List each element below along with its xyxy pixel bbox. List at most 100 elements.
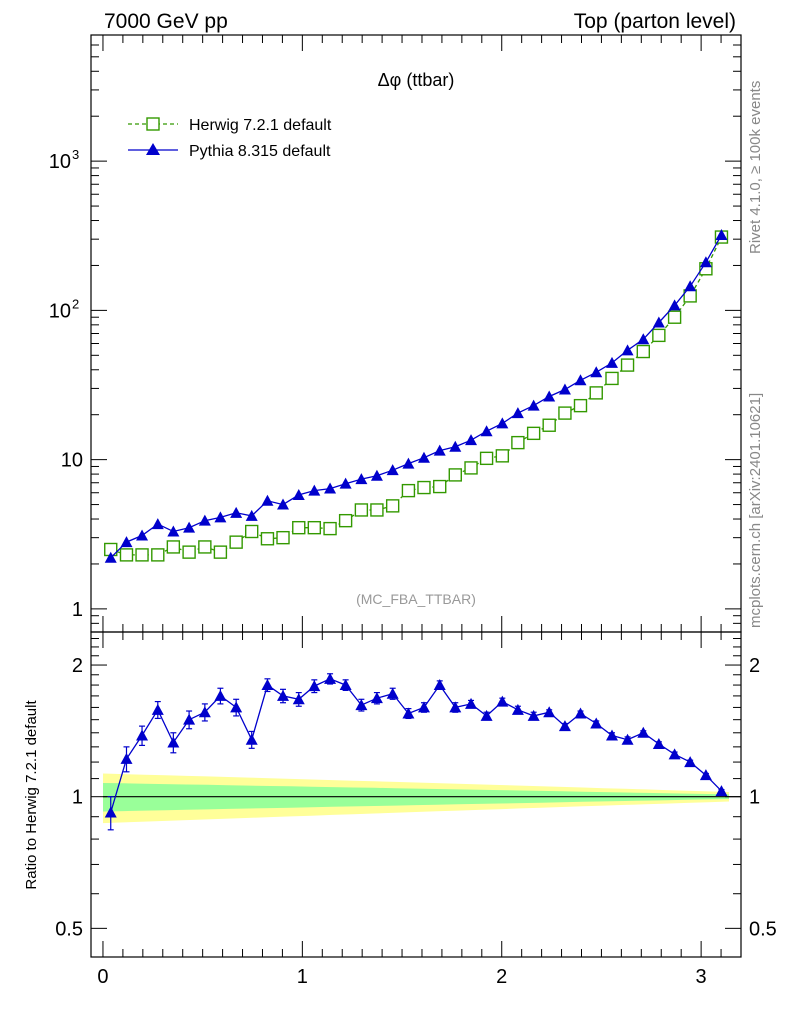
herwig-point (401, 483, 416, 498)
pythia-point (574, 374, 587, 386)
ratio-ylabel: Ratio to Herwig 7.2.1 default (23, 700, 40, 890)
herwig-point (589, 386, 603, 400)
ratio-ytick-label-left: 0.5 (55, 918, 83, 940)
herwig-point (119, 548, 134, 562)
herwig-point (495, 449, 510, 463)
ratio-point (355, 699, 368, 711)
ratio-point (574, 707, 587, 719)
herwig-point (260, 532, 275, 546)
pythia-point (120, 536, 133, 548)
pythia-point (261, 494, 274, 506)
herwig-point (652, 328, 666, 343)
pythia-point (230, 506, 243, 518)
herwig-line (110, 236, 723, 556)
ratio-point (402, 707, 415, 719)
herwig-point (448, 468, 462, 482)
ratio-point (668, 748, 681, 760)
pythia-point (684, 280, 697, 292)
pythia-point (277, 498, 290, 510)
pythia-point (543, 390, 556, 402)
ratio-ytick-label-left: 2 (72, 655, 83, 677)
ratio-point (183, 713, 196, 725)
ratio-point (543, 706, 556, 718)
herwig-point (151, 548, 165, 562)
ratio-point (652, 737, 665, 749)
herwig-point (511, 435, 525, 450)
herwig-point (323, 521, 337, 536)
herwig-point (338, 513, 353, 528)
herwig-point (229, 535, 243, 549)
pythia-point (605, 356, 618, 368)
herwig-point (182, 545, 196, 559)
herwig-point (542, 418, 556, 432)
header-right: Top (parton level) (574, 10, 736, 33)
pythia-point (151, 518, 164, 530)
pythia-point (386, 464, 399, 476)
herwig-point (573, 398, 588, 413)
herwig-point (526, 426, 541, 441)
ratio-point (151, 703, 164, 715)
ratio-point (449, 701, 462, 713)
ratio-point (605, 729, 618, 741)
ratio-ytick-label-left: 1 (72, 787, 83, 809)
herwig-point (464, 461, 478, 475)
ratio-point (590, 717, 603, 729)
pythia-point (183, 521, 196, 533)
ratio-point (277, 689, 290, 701)
herwig-point (620, 358, 635, 372)
pythia-point (637, 333, 650, 345)
herwig-point (605, 371, 619, 386)
main-ytick-sup: 3 (72, 147, 79, 162)
ratio-point (136, 729, 149, 741)
ratio-point (386, 687, 399, 699)
ratio-point (637, 726, 650, 738)
ratio-xtick-label: 3 (696, 966, 707, 988)
pythia-point (136, 529, 149, 541)
ratio-point (120, 752, 133, 764)
main-ytick-label: 10 (61, 450, 83, 472)
pythia-point (339, 477, 352, 489)
ratio-point (496, 695, 509, 707)
pythia-point (104, 551, 117, 563)
pythia-point (292, 488, 305, 500)
pythia-point (558, 383, 571, 395)
pythia-point (480, 425, 493, 437)
herwig-point (135, 548, 149, 562)
ratio-point (245, 733, 258, 745)
ratio-point (465, 697, 478, 709)
pythia-point (167, 525, 180, 537)
legend-herwig-marker (146, 117, 160, 131)
herwig-point (198, 540, 212, 554)
main-ytick-label: 10 (49, 151, 71, 173)
pythia-point (496, 417, 509, 429)
ratio-point (621, 733, 634, 745)
ratio-xtick-label: 2 (496, 966, 507, 988)
herwig-point (354, 503, 369, 517)
pythia-point (527, 399, 540, 411)
pythia-point (449, 440, 462, 452)
pythia-point (590, 366, 603, 378)
main-title: Δφ (ttbar) (378, 70, 455, 90)
main-ytick-label: 1 (72, 599, 83, 621)
ratio-point (167, 736, 180, 748)
legend-pythia-label: Pythia 8.315 default (189, 143, 331, 160)
legend-pythia-marker (146, 143, 160, 155)
ratio-xtick-label: 1 (297, 966, 308, 988)
pythia-point (417, 451, 430, 463)
herwig-point (292, 520, 306, 535)
header-left: 7000 GeV pp (104, 10, 228, 33)
ratio-ytick-label-right: 0.5 (749, 918, 777, 940)
ratio-point (480, 709, 493, 721)
main-ytick-sup: 2 (72, 296, 79, 311)
ratio-point (198, 706, 211, 718)
ratio-point (558, 720, 571, 732)
herwig-point (166, 540, 181, 554)
ratio-line (110, 678, 722, 813)
pythia-point (324, 482, 337, 494)
ratio-point (699, 769, 712, 781)
legend-herwig-label: Herwig 7.2.1 default (189, 117, 332, 134)
ratio-point (339, 679, 352, 691)
herwig-point (213, 545, 228, 559)
ratio-point (433, 679, 446, 691)
